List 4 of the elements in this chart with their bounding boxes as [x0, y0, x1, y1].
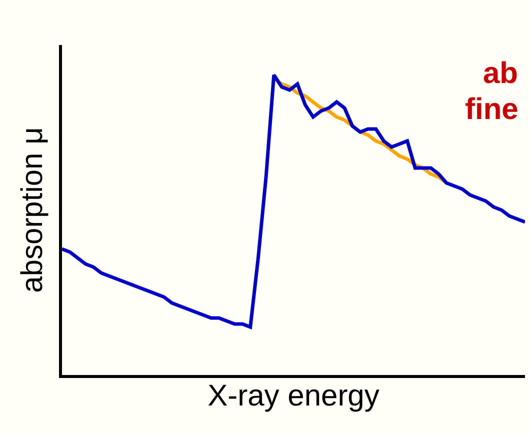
annotation: fine — [465, 93, 518, 126]
annotation: ab — [483, 57, 518, 90]
x-axis-title: X-ray energy — [208, 380, 380, 412]
y-axis-title: absorption μ — [16, 127, 49, 293]
